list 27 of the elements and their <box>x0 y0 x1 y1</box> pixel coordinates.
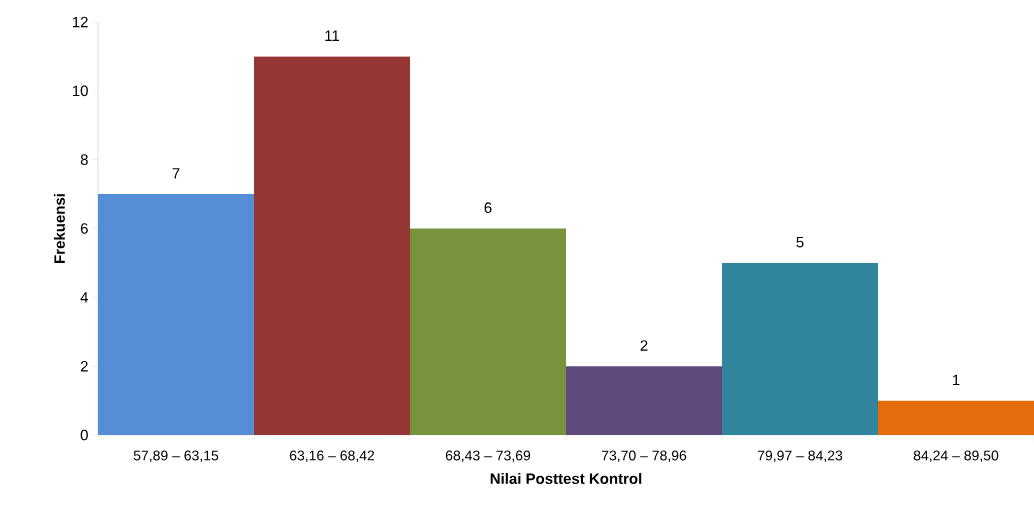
bar <box>410 228 566 435</box>
data-label: 1 <box>952 374 960 386</box>
bar <box>566 366 723 435</box>
y-tick-label: 12 <box>72 16 88 28</box>
bar <box>878 400 1034 435</box>
bar <box>254 56 410 435</box>
data-label: 7 <box>172 168 180 179</box>
x-tick-label: 68,43 – 73,69 <box>445 450 531 463</box>
y-tick-label: 2 <box>80 360 88 372</box>
data-label: 6 <box>484 202 492 213</box>
data-label: 11 <box>325 30 340 41</box>
x-tick-label: 73,70 – 78,96 <box>601 450 687 463</box>
y-tick-label: 10 <box>72 85 88 97</box>
y-tick-label: 6 <box>80 223 88 234</box>
data-label: 5 <box>796 236 804 248</box>
y-axis-title: Frekuensi <box>53 194 65 263</box>
x-tick-label: 84,24 – 89,50 <box>913 450 999 463</box>
x-tick-label: 57,89 – 63,15 <box>133 450 219 463</box>
x-axis-title: Nilai Posttest Kontrol <box>490 472 642 484</box>
y-tick-label: 4 <box>80 292 89 303</box>
bar <box>722 262 879 435</box>
x-tick-label: 63,16 – 68,42 <box>289 450 375 463</box>
x-tick-label: 79,97 – 84,23 <box>757 450 843 463</box>
data-label: 2 <box>640 340 648 351</box>
y-tick-label: 8 <box>80 154 88 165</box>
bar <box>98 194 254 435</box>
y-tick-label: 0 <box>80 429 88 441</box>
